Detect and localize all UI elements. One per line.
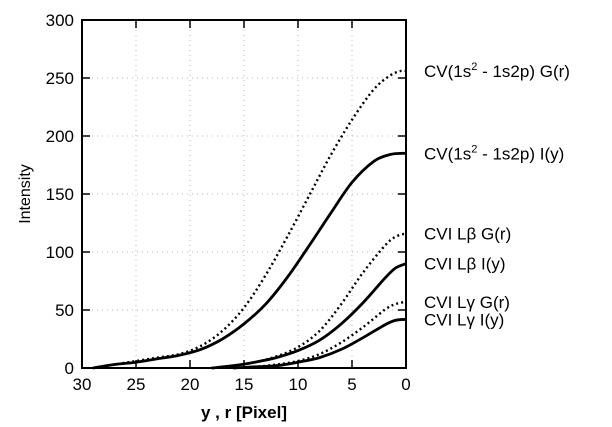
x-tick-label: 15 xyxy=(235,375,254,394)
y-tick-label: 0 xyxy=(65,359,74,378)
y-axis-label: Intensity xyxy=(17,164,34,224)
x-tick-label: 20 xyxy=(181,375,200,394)
y-tick-label: 50 xyxy=(55,301,74,320)
x-tick-label: 0 xyxy=(401,375,410,394)
series-label-1: CV(1s2 - 1s2p) G(r) xyxy=(424,61,570,81)
series-labels: CV(1s2 - 1s2p) G(r) CV(1s2 - 1s2p) I(y) CV… xyxy=(424,61,570,329)
series-label-3: CVI Lβ G(r) xyxy=(424,224,511,243)
series-line-3 xyxy=(211,232,407,370)
y-tick-label: 200 xyxy=(46,127,74,146)
y-tick-label: 150 xyxy=(46,185,74,204)
series-line-4 xyxy=(211,262,407,370)
series-lines xyxy=(92,69,407,370)
series-line-1 xyxy=(92,69,407,370)
series-label-5: CVI Lγ G(r) xyxy=(424,293,510,312)
y-tick-label: 250 xyxy=(46,69,74,88)
series-label-4: CVI Lβ I(y) xyxy=(424,255,506,274)
x-tick-label: 10 xyxy=(289,375,308,394)
series-line-2 xyxy=(92,151,407,370)
y-tick-label: 100 xyxy=(46,243,74,262)
x-axis-label: y , r [Pixel] xyxy=(201,403,287,422)
series-label-2: CV(1s2 - 1s2p) I(y) xyxy=(424,143,564,163)
x-tick-label: 25 xyxy=(127,375,146,394)
x-tick-label: 30 xyxy=(73,375,92,394)
series-line-6 xyxy=(233,317,407,370)
series-label-6: CVI Lγ I(y) xyxy=(424,310,504,329)
x-tick-label: 5 xyxy=(347,375,356,394)
y-tick-label: 300 xyxy=(46,11,74,30)
grid xyxy=(81,19,407,369)
